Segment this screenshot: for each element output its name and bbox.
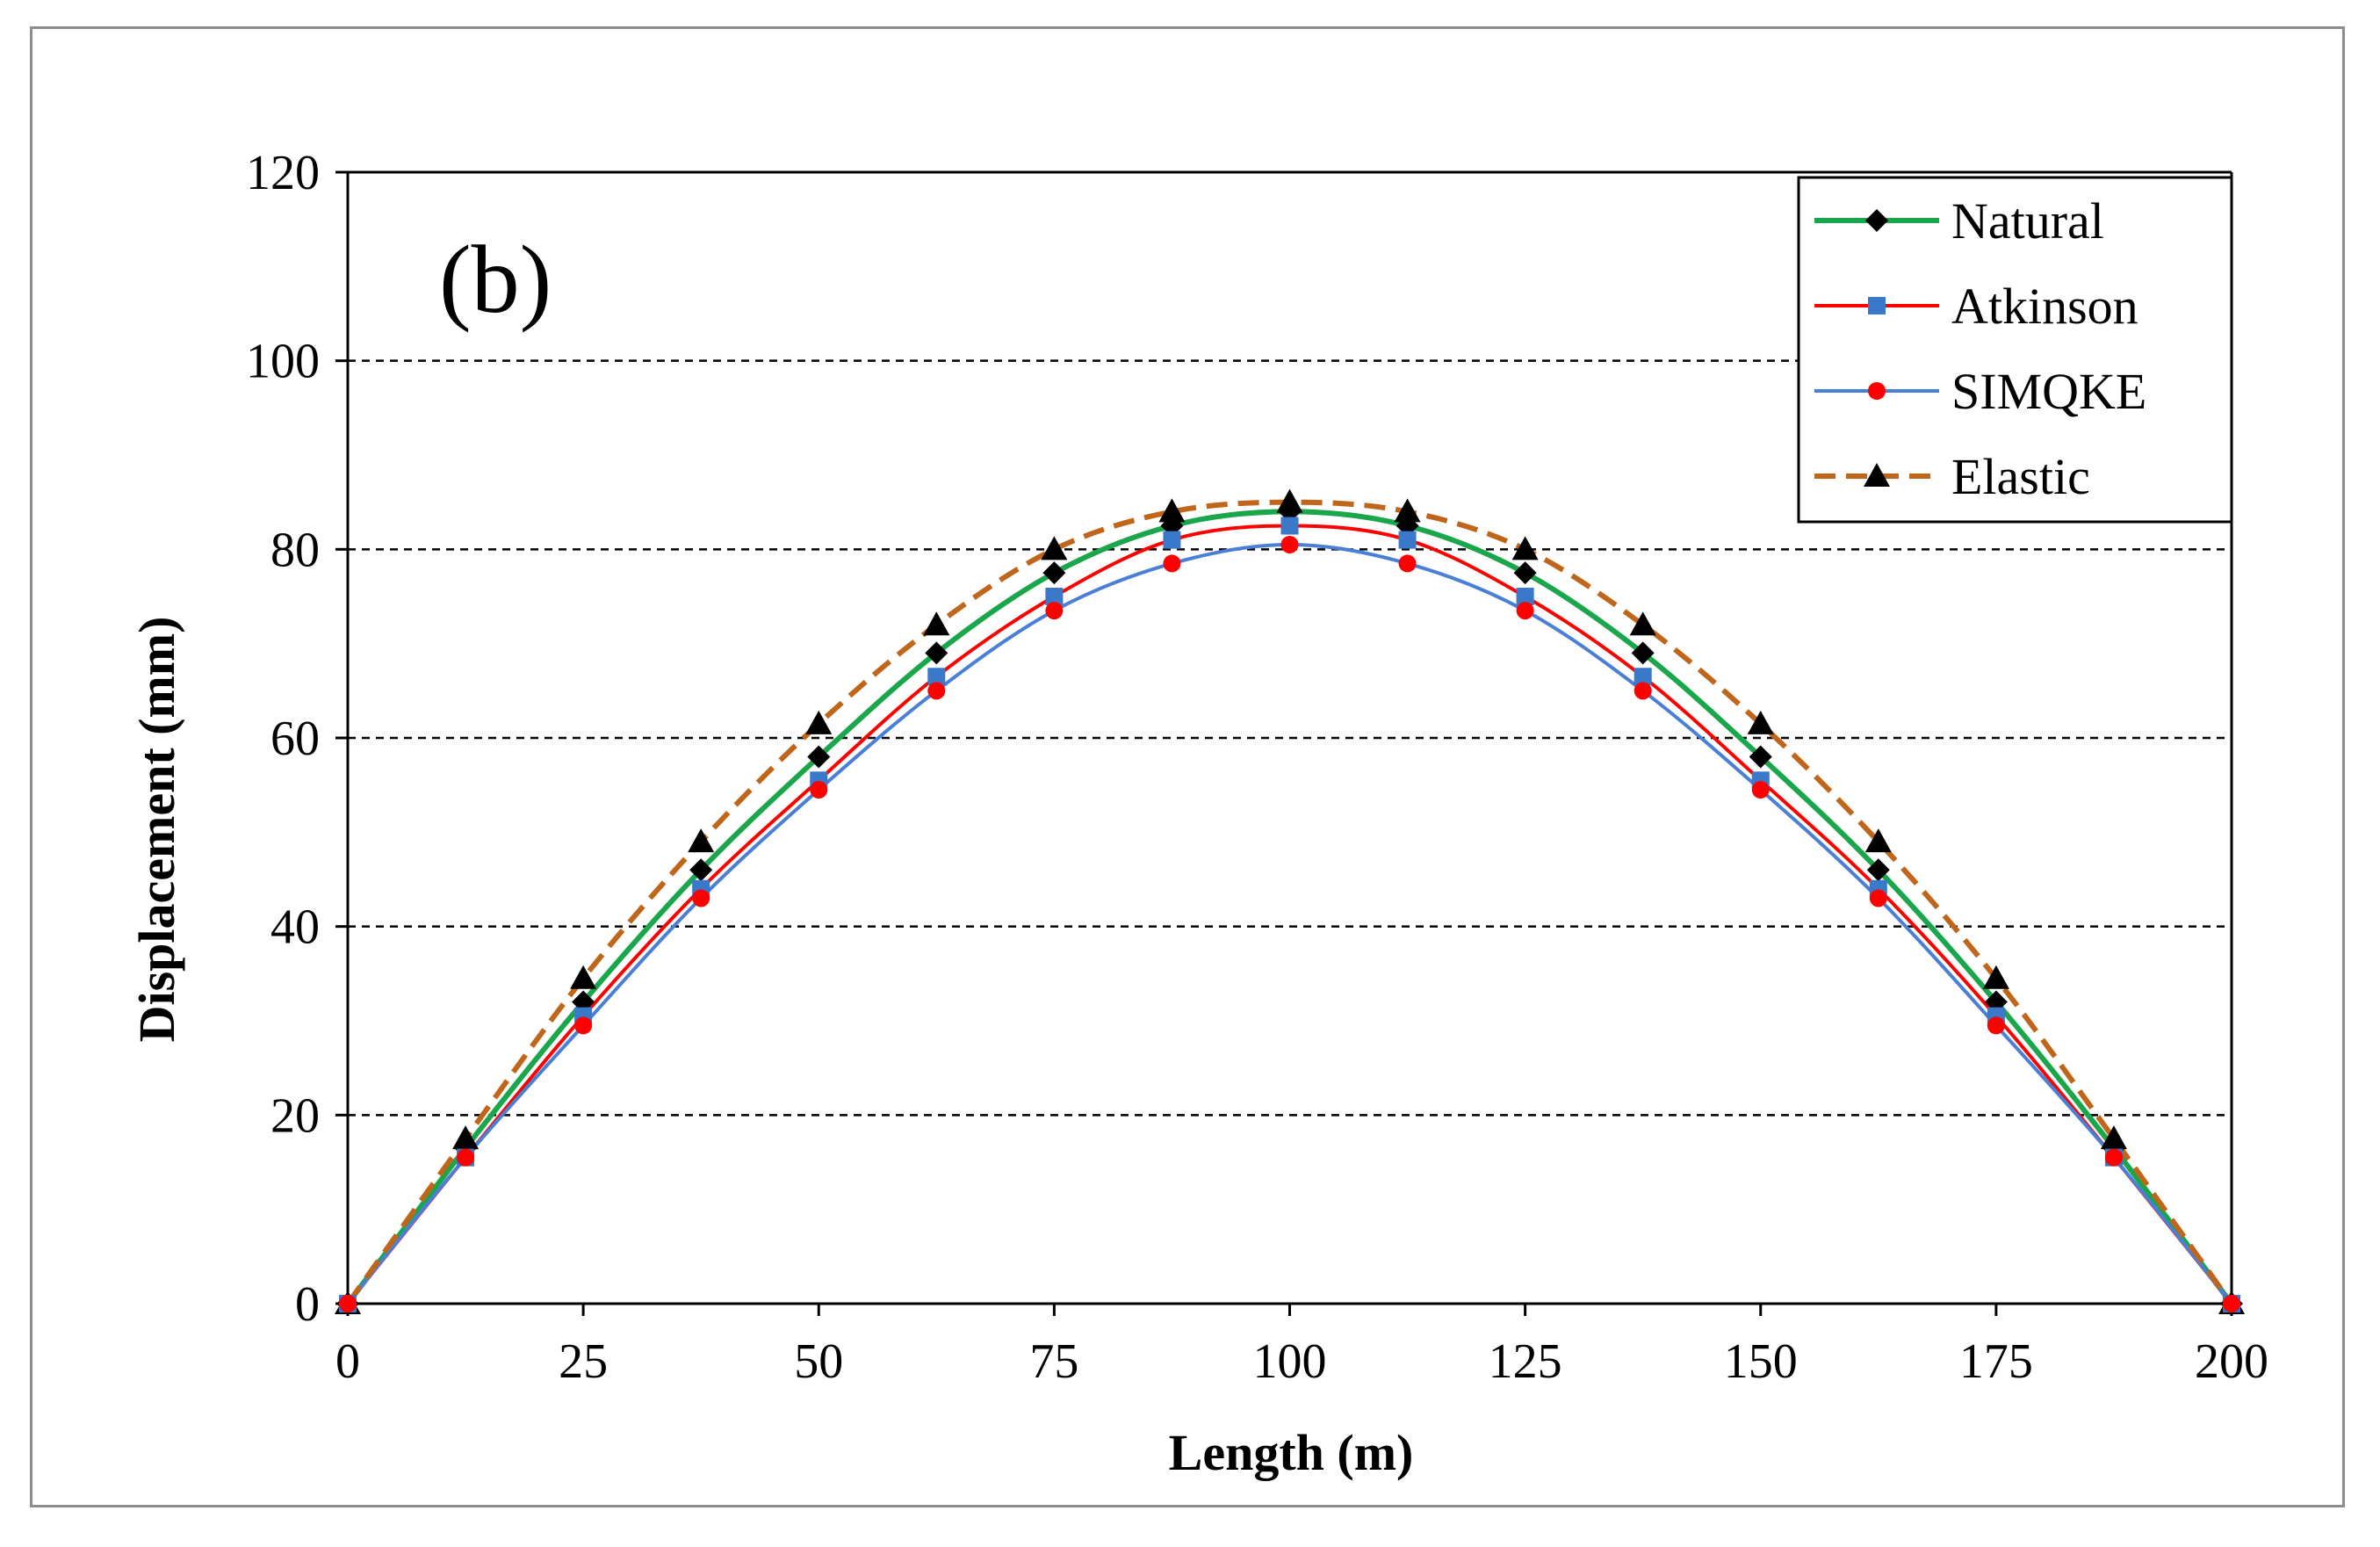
data-point-elastic bbox=[1041, 536, 1068, 560]
x-tick-label: 0 bbox=[335, 1334, 360, 1389]
data-point-simqke bbox=[1280, 535, 1299, 553]
data-point-simqke bbox=[339, 1295, 357, 1312]
data-point-elastic bbox=[1747, 710, 1774, 734]
legend-label-simqke: SIMQKE bbox=[1951, 363, 2146, 420]
x-tick-label: 150 bbox=[1724, 1334, 1798, 1389]
x-tick-label: 75 bbox=[1029, 1334, 1078, 1389]
x-tick-label: 200 bbox=[2195, 1334, 2268, 1389]
y-tick-label: 100 bbox=[246, 335, 320, 389]
legend-marker-atkinson bbox=[1868, 297, 1886, 314]
data-point-natural bbox=[807, 745, 831, 769]
data-point-natural bbox=[1042, 561, 1066, 585]
x-tick-label: 125 bbox=[1489, 1334, 1562, 1389]
series-group bbox=[345, 499, 2234, 1305]
data-point-atkinson bbox=[1280, 517, 1299, 535]
series-line-elastic bbox=[345, 499, 2234, 1305]
data-point-simqke bbox=[927, 682, 946, 700]
data-point-simqke bbox=[1398, 554, 1417, 573]
data-point-simqke bbox=[1869, 889, 1887, 907]
data-point-elastic bbox=[1864, 828, 1892, 853]
data-point-atkinson bbox=[1398, 531, 1417, 549]
data-point-elastic bbox=[805, 710, 833, 734]
x-tick-label: 100 bbox=[1253, 1334, 1327, 1389]
x-axis-title: Length (m) bbox=[1169, 1424, 1414, 1481]
data-point-simqke bbox=[457, 1148, 475, 1167]
data-point-elastic bbox=[1982, 965, 2009, 989]
y-tick-label: 60 bbox=[270, 712, 320, 766]
data-point-simqke bbox=[1751, 781, 1770, 799]
data-point-simqke bbox=[2223, 1295, 2240, 1312]
data-point-natural bbox=[1513, 561, 1537, 585]
y-axis-title: Displacement (mm) bbox=[128, 617, 185, 1043]
data-point-natural bbox=[1866, 858, 1890, 882]
data-point-simqke bbox=[1045, 602, 1064, 620]
legend-marker-simqke bbox=[1868, 382, 1886, 400]
data-point-elastic bbox=[570, 965, 597, 989]
markers-group bbox=[335, 488, 2245, 1315]
legend-label-elastic: Elastic bbox=[1951, 448, 2090, 505]
data-point-natural bbox=[1631, 641, 1655, 665]
y-tick-label: 120 bbox=[246, 146, 320, 200]
legend-box bbox=[1797, 176, 2233, 524]
x-tick-label: 175 bbox=[1959, 1334, 2033, 1389]
data-point-simqke bbox=[2104, 1148, 2123, 1167]
x-tick-label: 25 bbox=[559, 1334, 608, 1389]
legend-label-natural: Natural bbox=[1951, 192, 2104, 249]
data-point-elastic bbox=[688, 828, 715, 853]
x-tick-label: 50 bbox=[794, 1334, 843, 1389]
data-point-simqke bbox=[1987, 1016, 2005, 1035]
legend-marker-natural bbox=[1865, 209, 1888, 232]
panel-label: (b) bbox=[439, 226, 552, 333]
data-point-elastic bbox=[923, 611, 950, 636]
data-point-simqke bbox=[692, 889, 710, 907]
data-point-atkinson bbox=[1045, 588, 1064, 605]
data-point-atkinson bbox=[927, 668, 946, 686]
series-line-atkinson bbox=[346, 524, 2233, 1305]
data-point-atkinson bbox=[1163, 531, 1181, 549]
legend-label-atkinson: Atkinson bbox=[1951, 278, 2138, 335]
data-point-elastic bbox=[1511, 536, 1539, 560]
data-point-simqke bbox=[1163, 554, 1181, 573]
data-point-atkinson bbox=[1634, 668, 1652, 686]
legend-marker-elastic bbox=[1864, 463, 1890, 487]
data-point-simqke bbox=[1634, 682, 1652, 700]
data-point-simqke bbox=[810, 781, 828, 799]
y-tick-label: 20 bbox=[270, 1088, 320, 1143]
data-point-natural bbox=[925, 641, 948, 665]
data-point-elastic bbox=[1629, 611, 1656, 636]
y-tick-label: 80 bbox=[270, 523, 320, 577]
data-point-atkinson bbox=[1516, 588, 1534, 605]
data-point-natural bbox=[1749, 745, 1772, 769]
data-point-simqke bbox=[1516, 602, 1534, 620]
y-tick-label: 40 bbox=[270, 900, 320, 955]
data-point-simqke bbox=[574, 1016, 593, 1035]
legend: Natural Atkinson SIMQKE Elastic bbox=[1797, 176, 2233, 524]
y-tick-label: 0 bbox=[295, 1277, 320, 1332]
data-point-elastic bbox=[1394, 498, 1421, 523]
data-point-natural bbox=[689, 858, 713, 882]
data-point-elastic bbox=[1158, 498, 1186, 523]
tick-labels: 0 20 40 60 80 100 120 0 25 50 75 100 125 150 175 200 bbox=[246, 146, 2268, 1389]
series-line-natural bbox=[345, 509, 2234, 1305]
